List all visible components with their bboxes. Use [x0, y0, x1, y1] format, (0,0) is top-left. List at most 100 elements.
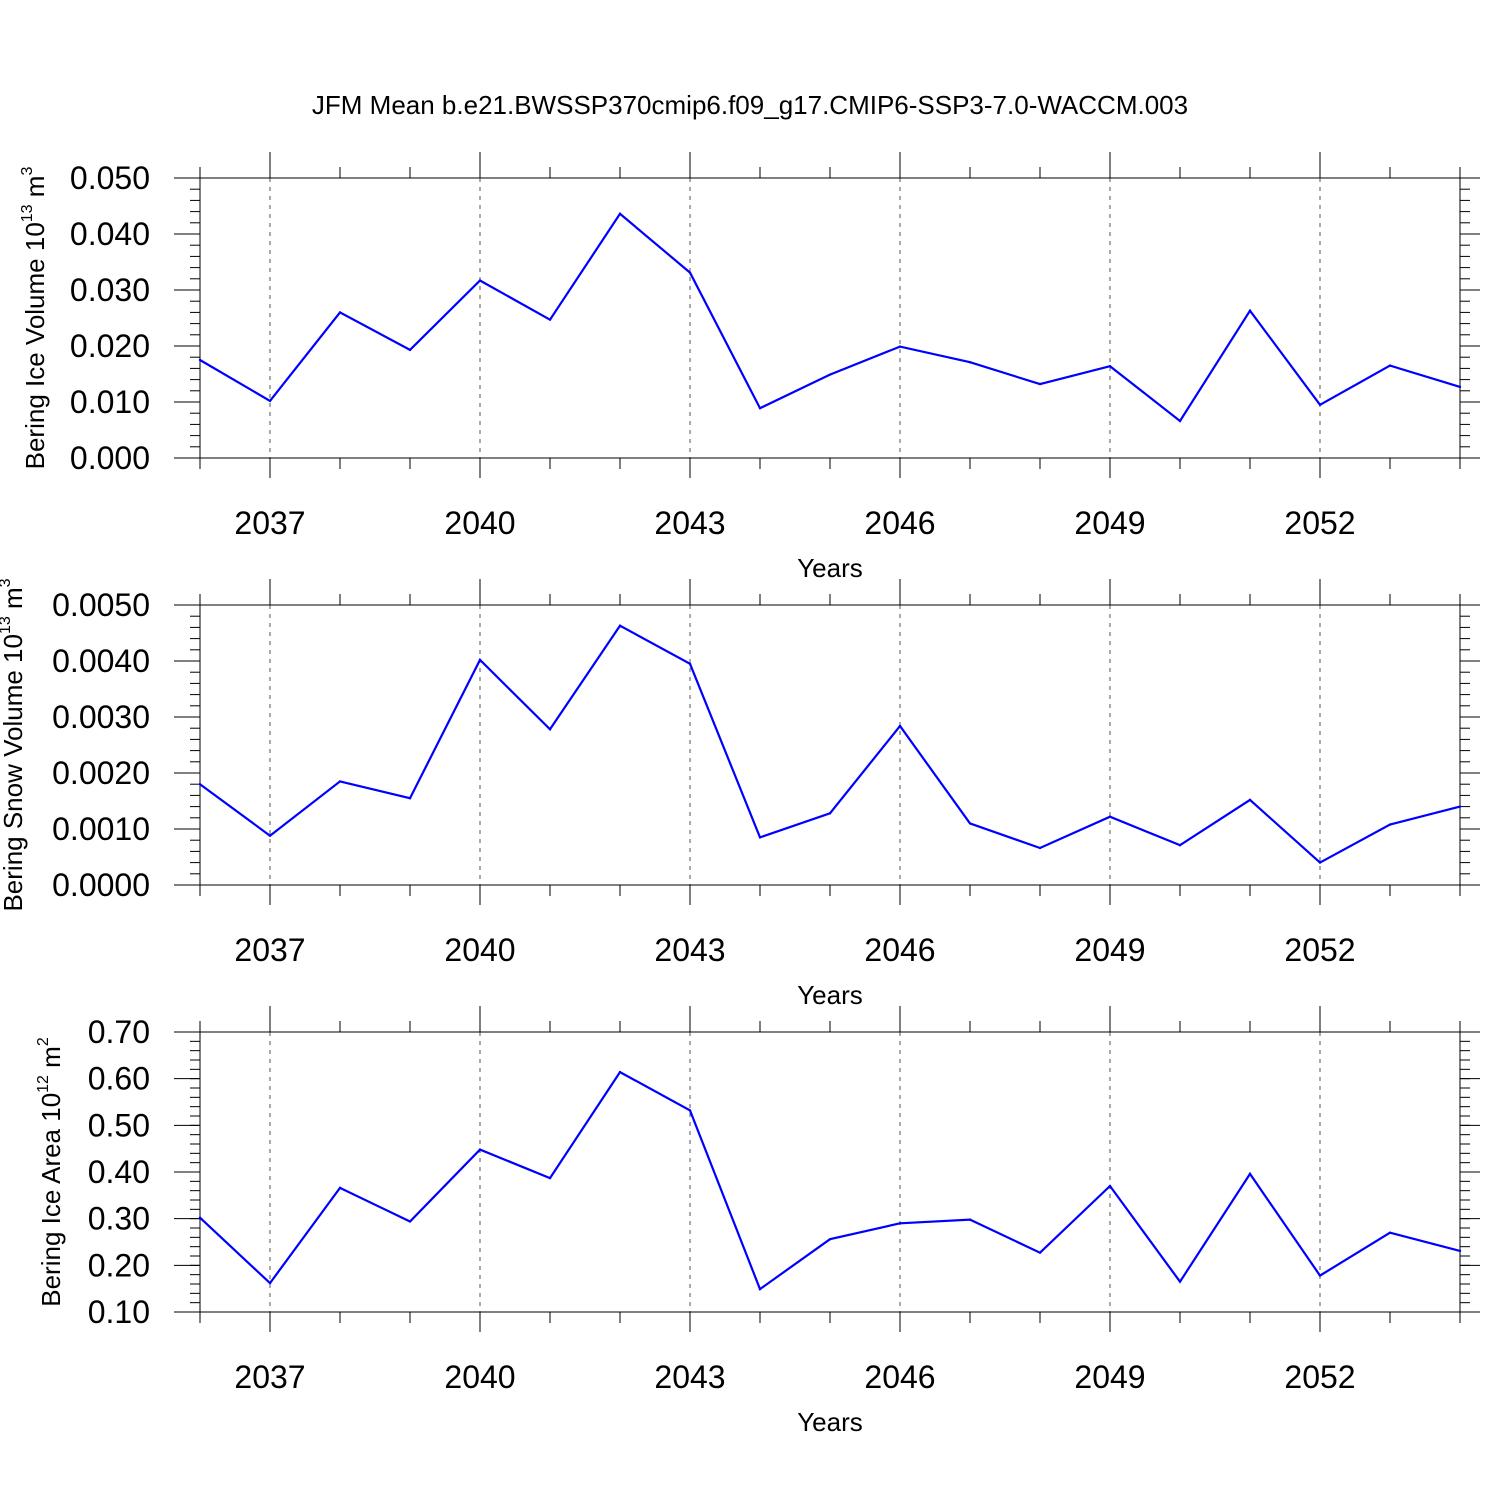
data-point-2054 [1458, 805, 1462, 808]
data-point-2049 [1108, 815, 1112, 818]
data-point-2050 [1178, 1280, 1182, 1283]
data-point-2054 [1458, 1249, 1462, 1253]
data-point-2047 [968, 822, 972, 825]
x-tick-label: 2052 [1284, 505, 1355, 541]
x-tick-label: 2049 [1074, 932, 1145, 968]
x-tick-label: 2040 [444, 505, 515, 541]
data-point-2038 [338, 780, 342, 783]
x-tick-label: 2043 [654, 932, 725, 968]
data-point-2053 [1388, 823, 1392, 826]
y-tick-label: 0.040 [70, 216, 150, 252]
data-point-2048 [1038, 846, 1042, 850]
y-tick-label: 0.30 [88, 1201, 150, 1237]
data-point-2042 [618, 1070, 622, 1074]
plot-frame [199, 1031, 1461, 1313]
data-point-2050 [1178, 844, 1182, 847]
x-tick-label: 2037 [234, 505, 305, 541]
y-tick-label: 0.0040 [52, 643, 150, 679]
plot-frame [199, 177, 1461, 459]
y-axis-label: Bering Ice Area 1012 m2 [35, 1037, 66, 1307]
series-line [199, 1070, 1461, 1291]
data-point-2039 [408, 1220, 412, 1223]
data-point-2046 [898, 345, 902, 348]
data-point-2037 [268, 1281, 272, 1285]
x-tick-label: 2052 [1284, 932, 1355, 968]
x-axis-label: Years [797, 980, 863, 1010]
y-tick-label: 0.030 [70, 272, 150, 308]
x-tick-label: 2052 [1284, 1359, 1355, 1395]
y-axis-label: Bering Ice Volume 1013 m3 [19, 167, 50, 470]
y-tick-label: 0.0010 [52, 811, 150, 847]
y-tick-label: 0.0050 [52, 587, 150, 623]
x-tick-label: 2037 [234, 932, 305, 968]
y-tick-label: 0.020 [70, 328, 150, 364]
data-point-2044 [758, 1287, 762, 1291]
x-tick-label: 2040 [444, 1359, 515, 1395]
data-point-2040 [478, 279, 482, 282]
y-tick-label: 0.050 [70, 160, 150, 196]
data-point-2043 [688, 1109, 692, 1112]
data-point-2050 [1178, 419, 1182, 423]
data-point-2040 [478, 658, 482, 662]
data-point-2049 [1108, 1184, 1112, 1188]
x-axis-label: Years [797, 1407, 863, 1437]
data-point-2047 [968, 361, 972, 364]
data-point-2052 [1318, 861, 1322, 864]
data-point-2051 [1248, 798, 1252, 802]
data-point-2048 [1038, 382, 1042, 386]
panel-3: 2037 2040 2043 2046 2049 2052 0.10 0.20 0.30 0.40… [35, 1006, 1480, 1437]
data-point-2048 [1038, 1251, 1042, 1254]
y-tick-label: 0.000 [70, 440, 150, 476]
y-tick-label: 0.0020 [52, 755, 150, 791]
data-point-2053 [1388, 1231, 1392, 1234]
data-point-2039 [408, 348, 412, 352]
chart-title: JFM Mean b.e21.BWSSP370cmip6.f09_g17.CMI… [312, 90, 1188, 120]
data-point-2041 [548, 1176, 552, 1180]
x-tick-label: 2037 [234, 1359, 305, 1395]
y-tick-label: 0.010 [70, 384, 150, 420]
data-point-2051 [1248, 1172, 1252, 1176]
x-tick-label: 2043 [654, 1359, 725, 1395]
data-point-2052 [1318, 1274, 1322, 1277]
y-tick-label: 0.70 [88, 1014, 150, 1050]
y-tick-label: 0.40 [88, 1154, 150, 1190]
x-tick-label: 2043 [654, 505, 725, 541]
y-tick-label: 0.0000 [52, 867, 150, 903]
panels: 2037 2040 2043 2046 2049 2052 0.000 0.010 0.020 0… [0, 152, 1480, 1437]
data-point-2037 [268, 834, 272, 837]
panel-2: 2037 2040 2043 2046 2049 2052 0.0000 0.0010 0.00… [0, 578, 1480, 1010]
data-point-2052 [1318, 403, 1322, 406]
data-point-2036 [198, 1216, 202, 1219]
data-point-2042 [618, 212, 622, 216]
data-point-2041 [548, 318, 552, 321]
x-axis-label: Years [797, 553, 863, 583]
panel-1: 2037 2040 2043 2046 2049 2052 0.000 0.010 0.020 0… [19, 152, 1480, 583]
series-line [199, 624, 1461, 864]
data-point-2054 [1458, 385, 1462, 389]
data-point-2045 [828, 373, 832, 376]
x-tick-label: 2040 [444, 932, 515, 968]
data-point-2044 [758, 406, 762, 410]
x-tick-label: 2049 [1074, 505, 1145, 541]
x-tick-label: 2046 [864, 932, 935, 968]
y-tick-label: 0.10 [88, 1294, 150, 1330]
y-tick-label: 0.50 [88, 1107, 150, 1143]
data-point-2042 [618, 624, 622, 627]
x-tick-label: 2049 [1074, 1359, 1145, 1395]
data-point-2039 [408, 797, 412, 800]
y-axis-label: Bering Snow Volume 1013 m3 [0, 578, 28, 911]
data-point-2037 [268, 399, 272, 403]
x-tick-label: 2046 [864, 1359, 935, 1395]
data-point-2044 [758, 836, 762, 839]
data-point-2040 [478, 1148, 482, 1151]
data-point-2038 [338, 311, 342, 314]
data-point-2043 [688, 662, 692, 665]
data-point-2036 [198, 783, 202, 786]
data-point-2038 [338, 1186, 342, 1190]
plot-frame [199, 604, 1461, 886]
y-tick-label: 0.0030 [52, 699, 150, 735]
data-point-2045 [828, 812, 832, 815]
data-point-2046 [898, 1222, 902, 1225]
x-tick-label: 2046 [864, 505, 935, 541]
